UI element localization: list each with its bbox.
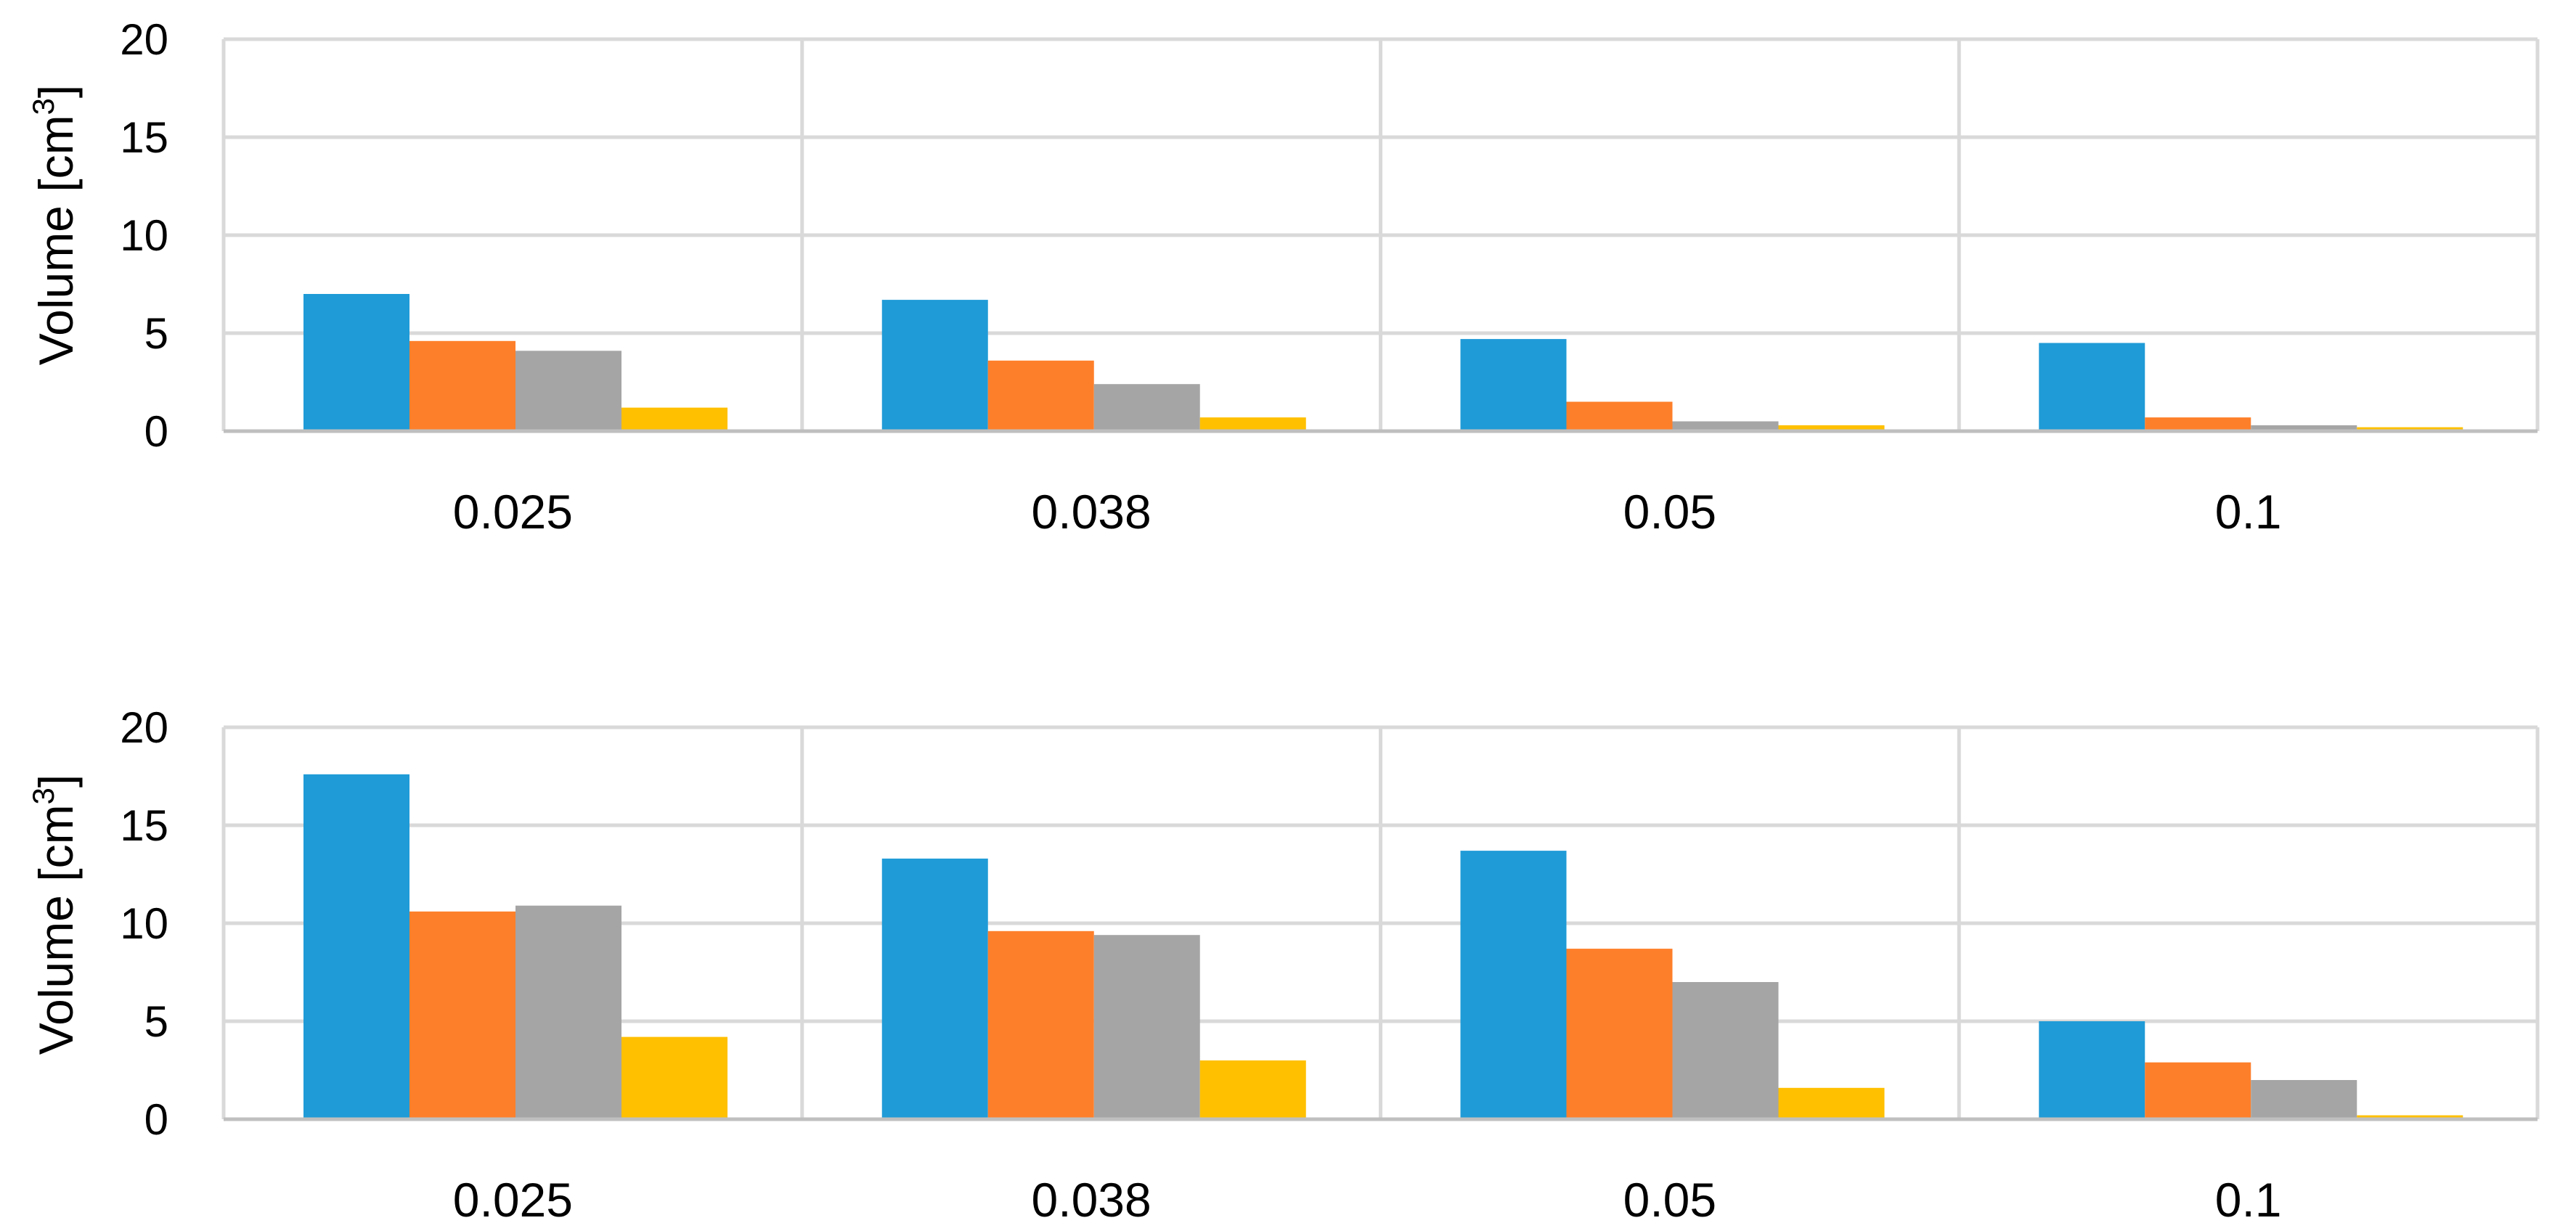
top-chart-y-tick-labels: 0 5 10 15 20	[120, 15, 168, 456]
y-tick-label: 10	[120, 899, 168, 948]
bar-0.1-series-1	[2039, 343, 2145, 431]
y-tick-label: 10	[120, 211, 168, 260]
top-chart-y-axis-title: Volume [cm3]	[26, 85, 83, 366]
bar-0.038-series-4	[1199, 417, 1306, 431]
bar-0.038-series-3	[1093, 384, 1200, 431]
category-label: 0.025	[453, 485, 573, 539]
bar-0.025-series-4	[621, 1036, 727, 1119]
top-chart: 0 5 10 15 20 0.025 0.038 0.05 0.1 Volume [cm3]	[26, 15, 2540, 539]
bar-0.1-series-3	[2251, 1080, 2357, 1119]
bar-0.1-series-1	[2039, 1021, 2145, 1119]
bar-0.025-series-4	[621, 407, 727, 431]
bar-0.025-series-1	[303, 774, 409, 1119]
y-tick-label: 15	[120, 113, 168, 162]
bar-0.05-series-2	[1566, 949, 1673, 1119]
bar-0.05-series-1	[1460, 851, 1567, 1119]
bar-0.1-series-2	[2145, 417, 2251, 431]
y-tick-label: 5	[144, 309, 168, 358]
bottom-chart-y-tick-labels: 0 5 10 15 20	[120, 703, 168, 1144]
bar-0.025-series-3	[515, 351, 621, 431]
bar-0.038-series-1	[881, 300, 988, 431]
bar-0.05-series-3	[1672, 982, 1779, 1119]
bar-0.05-series-4	[1778, 425, 1885, 431]
category-label: 0.1	[2215, 1173, 2282, 1227]
y-tick-label: 15	[120, 801, 168, 850]
bottom-chart: 0 5 10 15 20 0.025 0.038 0.05 0.1 Volume [cm3]	[26, 703, 2540, 1227]
bottom-chart-bars	[224, 774, 2538, 1121]
category-label: 0.038	[1032, 1173, 1152, 1227]
bar-0.1-series-2	[2145, 1062, 2251, 1119]
bar-0.038-series-1	[881, 858, 988, 1119]
bar-0.038-series-2	[987, 931, 1094, 1119]
bar-0.05-series-2	[1566, 401, 1673, 431]
bar-0.025-series-2	[409, 911, 515, 1119]
category-label: 0.05	[1623, 485, 1716, 539]
bar-0.025-series-3	[515, 905, 621, 1119]
category-label: 0.05	[1623, 1173, 1716, 1227]
bar-0.1-series-4	[2357, 427, 2463, 431]
bottom-chart-y-axis-title: Volume [cm3]	[26, 774, 83, 1055]
bar-0.05-series-3	[1672, 421, 1779, 431]
y-tick-label: 0	[144, 407, 168, 456]
bar-0.05-series-1	[1460, 339, 1567, 431]
top-chart-category-labels: 0.025 0.038 0.05 0.1	[453, 485, 2282, 539]
y-tick-label: 0	[144, 1095, 168, 1144]
y-tick-label: 20	[120, 703, 168, 752]
bar-0.1-series-3	[2251, 425, 2357, 431]
bar-0.038-series-2	[987, 360, 1094, 431]
bar-0.05-series-4	[1778, 1087, 1885, 1119]
bottom-chart-category-labels: 0.025 0.038 0.05 0.1	[453, 1173, 2282, 1227]
bar-0.1-series-4	[2357, 1115, 2463, 1119]
bar-0.025-series-2	[409, 340, 515, 431]
bar-0.025-series-1	[303, 294, 409, 431]
bar-0.038-series-4	[1199, 1060, 1306, 1119]
category-label: 0.1	[2215, 485, 2282, 539]
category-label: 0.038	[1032, 485, 1152, 539]
top-chart-bars	[224, 294, 2538, 433]
category-label: 0.025	[453, 1173, 573, 1227]
bar-0.038-series-3	[1093, 935, 1200, 1119]
y-tick-label: 5	[144, 997, 168, 1046]
y-tick-label: 20	[120, 15, 168, 64]
